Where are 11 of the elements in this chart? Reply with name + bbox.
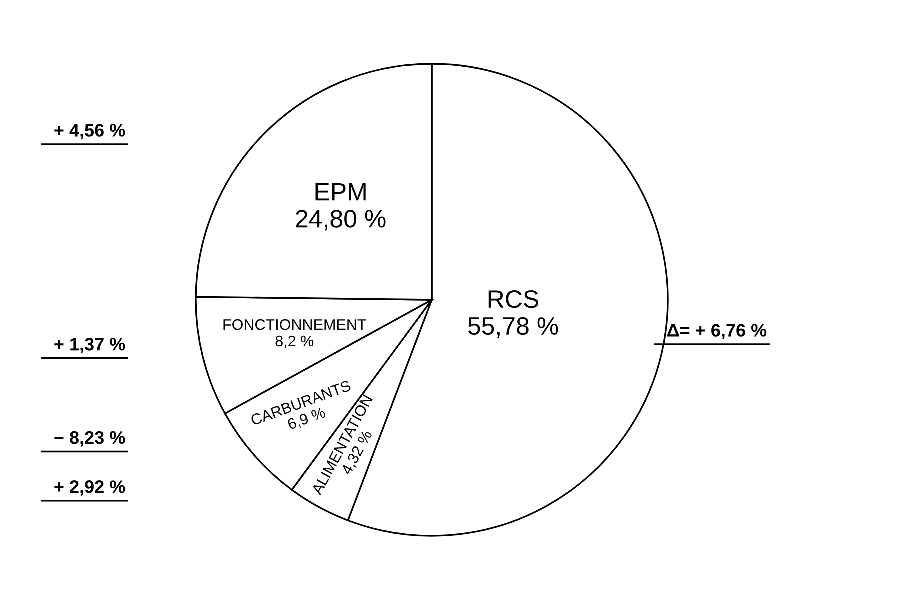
text: − 8,23 % <box>54 431 126 447</box>
data-label: 24,80 % <box>296 210 386 231</box>
text: + 2,92 % <box>54 480 126 496</box>
text: + 4,56 % <box>54 124 126 140</box>
slice-label: EPM <box>316 183 366 201</box>
data-label: 8,2 % <box>276 336 314 348</box>
data-label: 55,78 % <box>468 317 558 338</box>
slice-label: RCS <box>488 290 538 308</box>
text: Δ= + 6,76 % <box>668 324 767 340</box>
slice-label: FONCTIONNEMENT <box>224 319 366 330</box>
text: + 1,37 % <box>54 338 126 354</box>
